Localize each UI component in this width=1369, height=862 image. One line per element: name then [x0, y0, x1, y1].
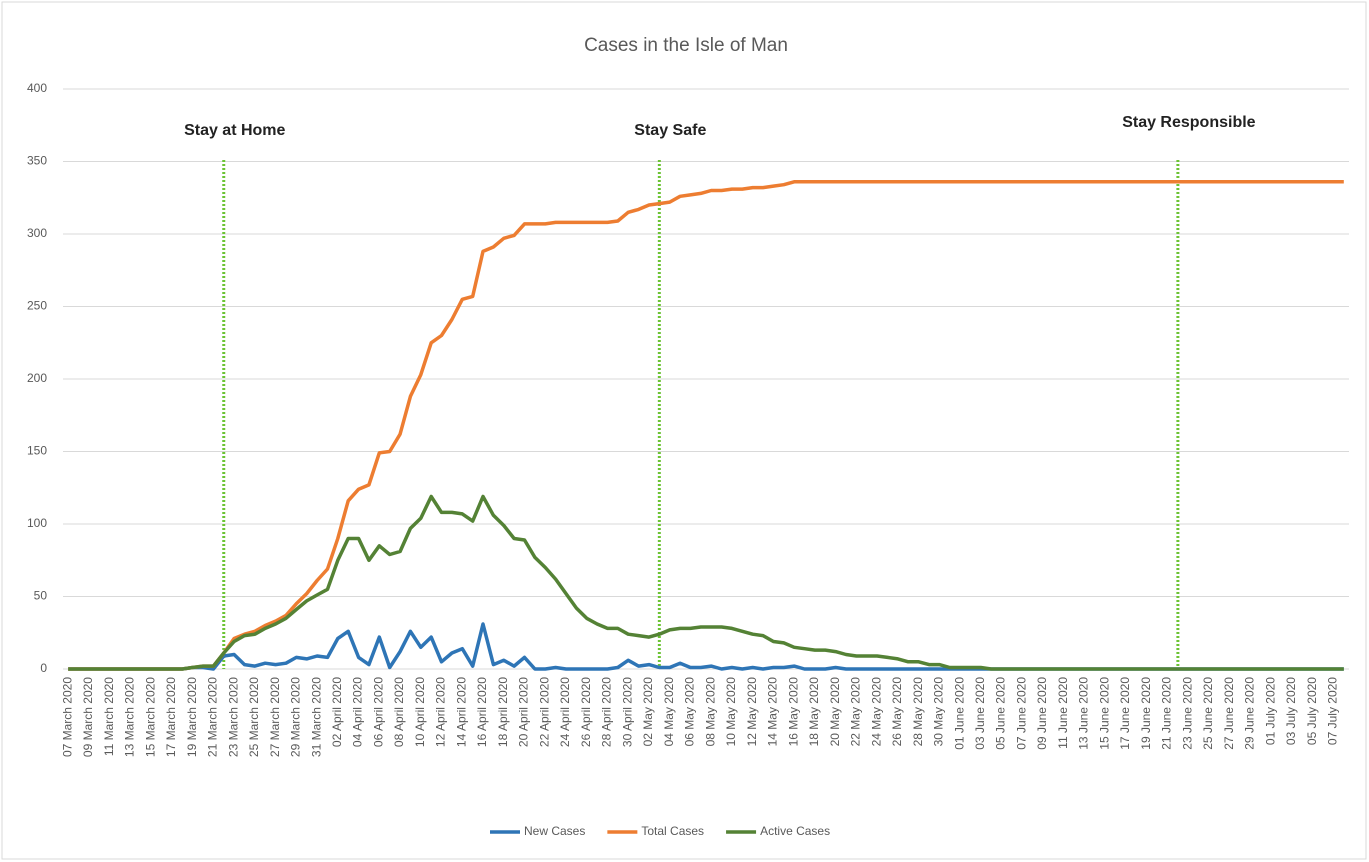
x-tick-label: 12 May 2020	[745, 677, 759, 747]
x-tick-label: 19 March 2020	[185, 677, 199, 757]
x-tick-label: 24 May 2020	[869, 677, 883, 747]
annotation-label: Stay Responsible	[1122, 114, 1255, 131]
x-tick-label: 07 June 2020	[1014, 677, 1028, 750]
y-tick-label: 150	[27, 444, 47, 458]
annotation-label: Stay at Home	[184, 122, 285, 139]
x-tick-label: 29 March 2020	[289, 677, 303, 757]
x-tick-label: 08 April 2020	[392, 677, 406, 747]
x-tick-label: 09 March 2020	[81, 677, 95, 757]
x-tick-label: 22 April 2020	[537, 677, 551, 747]
x-tick-label: 17 June 2020	[1118, 677, 1132, 750]
x-tick-label: 07 July 2020	[1326, 677, 1340, 745]
x-tick-label: 07 March 2020	[60, 677, 74, 757]
x-tick-label: 21 March 2020	[206, 677, 220, 757]
x-tick-label: 01 June 2020	[952, 677, 966, 750]
x-tick-label: 31 March 2020	[309, 677, 323, 757]
x-tick-label: 17 March 2020	[164, 677, 178, 757]
x-tick-label: 15 March 2020	[143, 677, 157, 757]
x-tick-label: 18 April 2020	[496, 677, 510, 747]
y-tick-label: 50	[34, 589, 48, 603]
series-line	[68, 494, 1344, 671]
x-tick-label: 14 May 2020	[766, 677, 780, 747]
legend-label: New Cases	[524, 824, 585, 838]
y-tick-label: 200	[27, 371, 47, 385]
x-tick-label: 11 March 2020	[102, 677, 116, 756]
x-tick-label: 15 June 2020	[1097, 677, 1111, 750]
legend-label: Total Cases	[641, 824, 704, 838]
y-tick-label: 250	[27, 299, 47, 313]
y-tick-label: 350	[27, 154, 47, 168]
x-tick-label: 13 March 2020	[123, 677, 137, 757]
x-tick-label: 26 April 2020	[579, 677, 593, 747]
x-tick-label: 25 March 2020	[247, 677, 261, 757]
y-tick-label: 100	[27, 516, 47, 530]
x-tick-label: 04 April 2020	[351, 677, 365, 747]
x-tick-label: 30 April 2020	[620, 677, 634, 747]
x-tick-label: 16 April 2020	[475, 677, 489, 747]
x-tick-label: 08 May 2020	[703, 677, 717, 747]
y-tick-label: 0	[40, 661, 47, 675]
x-tick-label: 20 April 2020	[517, 677, 531, 747]
series-line	[68, 180, 1344, 671]
x-tick-label: 01 July 2020	[1263, 677, 1277, 745]
x-tick-label: 29 June 2020	[1243, 677, 1257, 750]
x-tick-label: 11 June 2020	[1056, 677, 1070, 749]
x-tick-label: 10 May 2020	[724, 677, 738, 747]
x-tick-label: 13 June 2020	[1077, 677, 1091, 750]
chart-title: Cases in the Isle of Man	[584, 35, 788, 56]
x-tick-label: 26 May 2020	[890, 677, 904, 747]
annotation-label: Stay Safe	[634, 122, 706, 139]
x-tick-label: 05 July 2020	[1305, 677, 1319, 745]
x-tick-label: 09 June 2020	[1035, 677, 1049, 750]
x-tick-label: 06 May 2020	[683, 677, 697, 747]
x-tick-label: 03 July 2020	[1284, 677, 1298, 745]
x-tick-label: 23 June 2020	[1180, 677, 1194, 750]
x-tick-label: 04 May 2020	[662, 677, 676, 747]
x-tick-label: 16 May 2020	[786, 677, 800, 747]
x-tick-label: 18 May 2020	[807, 677, 821, 747]
x-tick-label: 06 April 2020	[371, 677, 385, 747]
x-tick-label: 19 June 2020	[1139, 677, 1153, 750]
x-tick-label: 03 June 2020	[973, 677, 987, 750]
x-tick-label: 02 May 2020	[641, 677, 655, 747]
x-tick-label: 28 April 2020	[600, 677, 614, 747]
x-tick-label: 12 April 2020	[434, 677, 448, 747]
x-tick-label: 24 April 2020	[558, 677, 572, 747]
x-tick-label: 23 March 2020	[226, 677, 240, 757]
x-tick-label: 10 April 2020	[413, 677, 427, 747]
y-tick-label: 400	[27, 81, 47, 95]
y-tick-label: 300	[27, 226, 47, 240]
x-tick-label: 30 May 2020	[932, 677, 946, 747]
x-tick-label: 27 June 2020	[1222, 677, 1236, 750]
x-tick-label: 22 May 2020	[849, 677, 863, 747]
x-tick-label: 27 March 2020	[268, 677, 282, 757]
x-tick-label: 05 June 2020	[994, 677, 1008, 750]
x-tick-label: 25 June 2020	[1201, 677, 1215, 750]
legend-label: Active Cases	[760, 824, 830, 838]
x-tick-label: 20 May 2020	[828, 677, 842, 747]
x-tick-label: 28 May 2020	[911, 677, 925, 747]
x-tick-label: 14 April 2020	[454, 677, 468, 747]
x-tick-label: 21 June 2020	[1160, 677, 1174, 750]
x-tick-label: 02 April 2020	[330, 677, 344, 747]
